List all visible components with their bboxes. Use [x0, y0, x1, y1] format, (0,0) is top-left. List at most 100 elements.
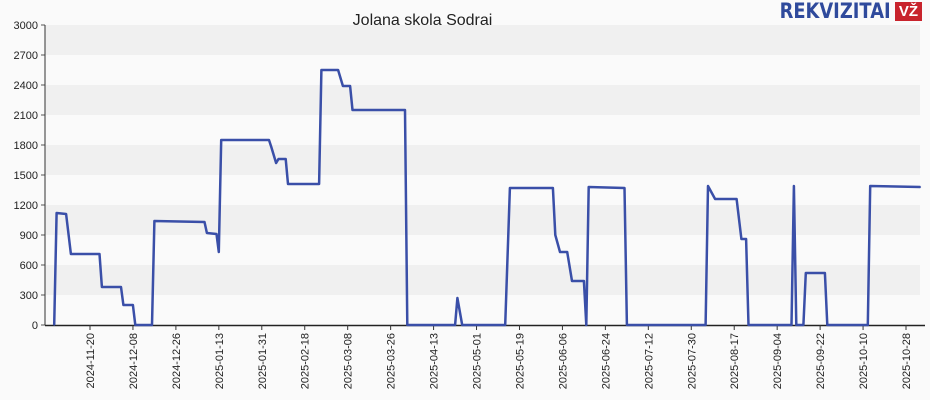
data-point	[277, 158, 280, 160]
data-point	[504, 324, 506, 326]
x-tick-label: 2024-12-26	[171, 333, 183, 389]
chart-title: Jolana skola Sodrai	[352, 12, 493, 29]
data-point	[867, 324, 869, 326]
data-point	[351, 109, 354, 111]
x-tick-label: 2025-05-01	[472, 333, 484, 389]
x-tick-label: 2025-08-17	[729, 333, 741, 389]
data-point	[707, 185, 709, 187]
x-tick-label: 2025-10-10	[858, 333, 870, 389]
y-tick-label: 1500	[14, 170, 38, 182]
data-point	[456, 297, 459, 299]
data-point	[559, 251, 561, 253]
data-point	[824, 272, 826, 274]
data-point	[704, 324, 707, 326]
data-point	[587, 186, 590, 188]
data-point	[132, 304, 134, 306]
y-tick-label: 2700	[14, 50, 38, 62]
data-point	[566, 251, 568, 253]
data-point	[55, 212, 58, 214]
data-point	[571, 280, 573, 282]
data-point	[790, 324, 793, 326]
data-point	[747, 324, 750, 326]
x-tick-label: 2025-09-22	[815, 333, 827, 389]
y-tick-label: 300	[20, 290, 38, 302]
data-point	[461, 324, 464, 326]
data-point	[745, 238, 747, 240]
data-point	[349, 85, 351, 87]
logo-badge: VŽ	[894, 1, 922, 21]
data-point	[552, 187, 554, 189]
grid-band	[45, 55, 920, 85]
x-tick-label: 2025-09-04	[772, 333, 784, 389]
data-point	[120, 286, 122, 288]
data-point	[805, 272, 807, 274]
grid-band	[45, 175, 920, 205]
data-point	[740, 238, 743, 240]
data-point	[65, 213, 67, 215]
y-tick-label: 2400	[14, 80, 38, 92]
data-point	[320, 69, 323, 71]
data-point	[134, 324, 137, 326]
data-point	[122, 304, 125, 306]
y-tick-label: 600	[20, 260, 38, 272]
y-tick-label: 1800	[14, 140, 38, 152]
data-point	[623, 187, 626, 189]
data-point	[284, 158, 287, 160]
y-tick-label: 900	[20, 230, 38, 242]
x-tick-label: 2025-06-24	[600, 333, 612, 389]
grid-band	[45, 25, 920, 55]
data-point	[554, 234, 557, 236]
x-tick-label: 2025-10-28	[901, 333, 913, 389]
data-point	[406, 324, 409, 326]
data-point	[342, 85, 344, 87]
x-tick-label: 2024-11-20	[85, 333, 97, 388]
data-point	[802, 324, 805, 326]
data-point	[826, 324, 829, 326]
data-point	[318, 183, 320, 185]
data-point	[153, 220, 156, 222]
data-point	[70, 253, 72, 255]
data-point	[626, 324, 628, 326]
data-point	[404, 109, 406, 111]
data-point	[509, 187, 511, 189]
data-point	[735, 198, 738, 200]
data-point	[585, 324, 588, 326]
grid-band	[45, 265, 920, 295]
data-point	[275, 162, 277, 164]
data-point	[101, 286, 103, 288]
data-point	[337, 69, 339, 71]
y-tick-label: 2100	[14, 110, 38, 122]
y-tick-label: 3000	[14, 20, 38, 32]
grid-band	[45, 115, 920, 145]
y-tick-label: 0	[32, 320, 38, 332]
data-point	[270, 146, 273, 148]
rekvizitai-logo[interactable]: REKVIZITAI VŽ	[760, 0, 922, 23]
x-tick-label: 2025-07-12	[643, 333, 655, 389]
data-point	[215, 233, 218, 235]
data-point	[714, 198, 716, 200]
grid-band	[45, 85, 920, 115]
data-point	[151, 324, 153, 326]
data-point	[793, 185, 795, 187]
data-point	[454, 324, 456, 326]
x-tick-label: 2025-07-30	[686, 333, 698, 389]
data-point	[218, 251, 220, 253]
data-point	[53, 324, 56, 326]
data-point	[206, 232, 208, 234]
logo-text: REKVIZITAI	[779, 0, 891, 23]
x-tick-label: 2025-02-18	[300, 333, 312, 389]
x-tick-label: 2025-04-13	[429, 333, 441, 389]
data-point	[268, 139, 270, 141]
data-point	[220, 139, 223, 141]
x-tick-label: 2025-01-31	[257, 333, 269, 389]
grid-band	[45, 145, 920, 175]
data-point	[869, 185, 872, 187]
data-point	[287, 183, 289, 185]
data-point	[919, 186, 922, 188]
data-point	[203, 221, 206, 223]
x-tick-label: 2025-06-06	[557, 333, 569, 389]
data-point	[98, 253, 101, 255]
x-tick-label: 2025-03-26	[386, 333, 398, 389]
